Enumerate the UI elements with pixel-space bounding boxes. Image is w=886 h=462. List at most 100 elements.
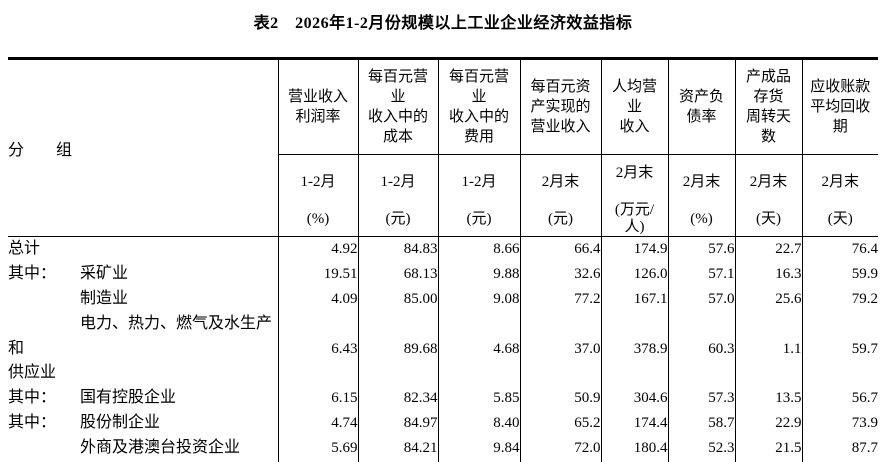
value-cell: 86.15 <box>357 460 438 462</box>
column-header-debt-ratio: 资产负 债率 <box>667 58 735 155</box>
value-cell: 60.3 <box>667 312 735 386</box>
value-cell: 3.86 <box>277 460 358 462</box>
value-cell: 8.66 <box>437 236 520 262</box>
value-cell: 174.4 <box>600 410 668 436</box>
value-cell: 378.9 <box>600 312 668 386</box>
value-cell: 65.2 <box>519 410 601 436</box>
value-cell: 83.8 <box>519 460 601 462</box>
table-row-manufacturing: 制造业 4.09 85.00 9.08 77.2 167.1 57.0 25.6… <box>8 287 878 312</box>
value-cell: 85.00 <box>357 287 438 312</box>
row-label: 其中： 国有控股企业 <box>8 388 177 406</box>
value-cell: 82.34 <box>357 385 438 411</box>
row-label: 电力、热力、燃气及水生产和 供应业 <box>8 315 273 381</box>
value-cell: 57.6 <box>667 236 735 262</box>
header-row-units: 1-2月 (%) 1-2月 (元) 1-2月 (元) 2月末 (元) 2月末 <box>8 154 878 237</box>
table-row-shareholding: 其中： 股份制企业 4.74 84.97 8.40 65.2 174.4 58.7… <box>8 410 878 436</box>
value-cell: 68.13 <box>357 262 438 287</box>
unit-label: (天) <box>827 210 853 227</box>
value-cell: 87.7 <box>801 435 878 461</box>
value-cell: 174.9 <box>600 236 668 262</box>
unit-label: (%) <box>690 210 713 227</box>
value-cell: 9.08 <box>437 287 520 312</box>
value-cell: 22.9 <box>734 410 802 436</box>
group-header-cell: 分 组 <box>8 58 278 237</box>
unit-cell: 1-2月 (元) <box>357 154 438 237</box>
table-row-utilities: 电力、热力、燃气及水生产和 供应业 6.43 89.68 4.68 37.0 3… <box>8 312 878 386</box>
value-cell: 21.5 <box>734 435 802 461</box>
unit-label: (元) <box>548 210 573 227</box>
value-cell: 180.4 <box>600 435 668 461</box>
period-label: 2月末 <box>682 173 721 190</box>
unit-cell: 2月末 (万元/ 人) <box>600 154 668 237</box>
value-cell: 19.51 <box>277 262 358 287</box>
value-cell: 57.3 <box>667 385 735 411</box>
value-cell: 37.0 <box>519 312 601 386</box>
row-label: 其中： 股份制企业 <box>8 413 161 431</box>
value-cell: 84.21 <box>357 435 438 461</box>
period-label: 2月末 <box>749 173 788 190</box>
value-cell: 4.92 <box>277 236 358 262</box>
value-cell: 16.3 <box>734 262 802 287</box>
value-cell: 56.7 <box>801 385 878 411</box>
unit-label: (万元/ 人) <box>614 202 655 235</box>
row-label: 其中： 采矿业 <box>8 265 129 283</box>
value-cell: 79.2 <box>801 287 878 312</box>
value-cell: 72.0 <box>519 435 601 461</box>
column-header-revenue-per-asset: 每百元资 产实现的 营业收入 <box>519 58 601 155</box>
column-header-receivables-period: 应收账款 平均回收 期 <box>801 58 878 155</box>
value-cell: 89.68 <box>357 312 438 386</box>
value-cell: 9.84 <box>437 435 520 461</box>
value-cell: 129.4 <box>600 460 668 462</box>
value-cell: 76.4 <box>801 236 878 262</box>
value-cell: 1.1 <box>734 312 802 386</box>
value-cell: 6.43 <box>277 312 358 386</box>
value-cell: 80.3 <box>801 460 878 462</box>
header-row-titles: 分 组 营业收入 利润率 每百元营 业 收入中的 成本 每百元营 业 收入中的 … <box>8 58 878 237</box>
table-row-total: 总计 4.92 84.83 8.66 66.4 174.9 57.6 22.7 … <box>8 236 878 262</box>
value-cell: 52.3 <box>667 435 735 461</box>
column-header-revenue-per-capita: 人均营 业 收入 <box>600 58 668 155</box>
value-cell: 50.9 <box>519 385 601 411</box>
value-cell: 25.6 <box>734 287 802 312</box>
column-header-expense-per-100: 每百元营 业 收入中的 费用 <box>437 58 520 155</box>
value-cell: 77.2 <box>519 287 601 312</box>
unit-cell: 2月末 (天) <box>734 154 802 237</box>
period-label: 2月末 <box>821 173 859 190</box>
value-cell: 4.09 <box>277 287 358 312</box>
page-title: 表2 2026年1-2月份规模以上工业企业经济效益指标 <box>253 15 633 32</box>
unit-cell: 2月末 (天) <box>801 154 878 237</box>
value-cell: 4.68 <box>437 312 520 386</box>
value-cell: 22.7 <box>734 236 802 262</box>
value-cell: 5.85 <box>437 385 520 411</box>
value-cell: 57.0 <box>667 287 735 312</box>
value-cell: 59.7 <box>801 312 878 386</box>
period-label: 2月末 <box>615 165 654 181</box>
value-cell: 8.40 <box>437 410 520 436</box>
value-cell: 59.9 <box>801 262 878 287</box>
table-row-foreign-invested: 外商及港澳台投资企业 5.69 84.21 9.84 72.0 180.4 52… <box>8 435 878 461</box>
column-header-cost-per-100: 每百元营 业 收入中的 成本 <box>357 58 438 155</box>
unit-label: (%) <box>306 210 330 227</box>
value-cell: 6.15 <box>277 385 358 411</box>
value-cell: 58.7 <box>667 410 735 436</box>
value-cell: 28.0 <box>734 460 802 462</box>
value-cell: 66.4 <box>519 236 601 262</box>
stats-table: 分 组 营业收入 利润率 每百元营 业 收入中的 成本 每百元营 业 收入中的 … <box>8 57 878 462</box>
unit-cell: 2月末 (元) <box>519 154 601 237</box>
value-cell: 13.5 <box>734 385 802 411</box>
value-cell: 32.6 <box>519 262 601 287</box>
unit-label: (天) <box>756 210 781 227</box>
unit-label: (元) <box>385 210 411 227</box>
unit-cell: 1-2月 (元) <box>437 154 520 237</box>
unit-label: (元) <box>466 210 492 227</box>
period-label: 1-2月 <box>461 173 497 190</box>
value-cell: 304.6 <box>600 385 668 411</box>
value-cell: 84.83 <box>357 236 438 262</box>
value-cell: 58.9 <box>667 460 735 462</box>
value-cell: 5.69 <box>277 435 358 461</box>
value-cell: 4.74 <box>277 410 358 436</box>
value-cell: 167.1 <box>600 287 668 312</box>
column-header-inventory-turnover: 产成品 存货 周转天 数 <box>734 58 802 155</box>
table-row-state-holding: 其中： 国有控股企业 6.15 82.34 5.85 50.9 304.6 57.… <box>8 385 878 411</box>
period-label: 1-2月 <box>300 173 336 190</box>
